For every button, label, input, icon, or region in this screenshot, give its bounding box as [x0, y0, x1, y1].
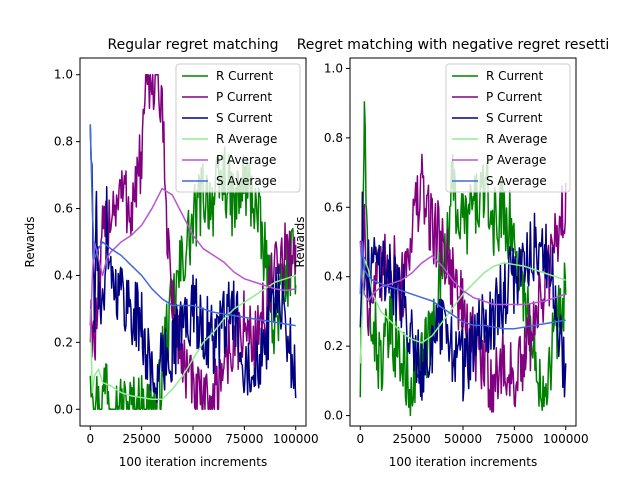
- x-tick-label: 75000: [225, 432, 263, 446]
- series-line-r-current: [89, 146, 297, 411]
- legend-entry: S Average: [486, 174, 547, 188]
- legend-entry: S Current: [486, 111, 543, 125]
- legend-entry: R Current: [216, 69, 274, 83]
- chart-panel-1: 0 25000 50000 75000 100000 0.0 0.2 0.4 0.6 0.8 1.0…: [23, 57, 319, 469]
- x-tick-label: 75000: [495, 432, 533, 446]
- legend-entry: R Current: [486, 69, 544, 83]
- y-tick-label: 0.6: [324, 200, 343, 214]
- legend-entry: P Average: [216, 153, 276, 167]
- chart-title: Regular regret matching: [107, 37, 278, 53]
- y-tick-label: 0.4: [54, 268, 73, 282]
- y-tick-label: 0.2: [54, 335, 73, 349]
- series-line-s-current: [359, 191, 567, 402]
- y-tick-label: 1.0: [324, 61, 343, 75]
- legend: R Current P Current S Current R Average P Av…: [445, 63, 571, 193]
- x-axis-label: 100 iteration increments: [119, 455, 267, 469]
- y-axis-label: Rewards: [23, 217, 37, 268]
- chart-title: Regret matching with negative regret res…: [297, 37, 610, 53]
- y-tick-label: 0.6: [54, 202, 73, 216]
- x-tick-label: 100000: [543, 432, 589, 446]
- y-tick-label: 0.0: [324, 409, 343, 423]
- legend: R Current P Current S Current R Average P Av…: [175, 63, 301, 193]
- y-tick-label: 0.0: [54, 402, 73, 416]
- y-tick-label: 0.4: [324, 270, 343, 284]
- series-line-r-average: [89, 274, 296, 400]
- legend-entry: P Current: [216, 90, 272, 104]
- x-tick-label: 0: [356, 432, 364, 446]
- y-tick-label: 0.8: [324, 131, 343, 145]
- y-tick-label: 1.0: [54, 68, 73, 82]
- series-group: [359, 101, 567, 417]
- series-line-s-average: [359, 241, 566, 330]
- legend-box: [175, 63, 301, 193]
- series-line-s-current: [89, 124, 297, 404]
- x-tick-label: 25000: [393, 432, 431, 446]
- x-tick-label: 50000: [444, 432, 482, 446]
- x-tick-label: 100000: [273, 432, 319, 446]
- legend-entry: R Average: [486, 132, 547, 146]
- legend-entry: P Average: [486, 153, 546, 167]
- legend-entry: R Average: [216, 132, 277, 146]
- series-line-p-average: [89, 187, 296, 343]
- series-line-p-average: [359, 241, 566, 306]
- y-tick-label: 0.8: [54, 135, 73, 149]
- x-tick-label: 50000: [174, 432, 212, 446]
- x-axis-label: 100 iteration increments: [389, 455, 537, 469]
- series-line-s-average: [89, 124, 296, 327]
- x-tick-label: 0: [86, 432, 94, 446]
- legend-entry: S Current: [216, 111, 273, 125]
- series-line-r-average: [359, 258, 566, 364]
- chart-panel-2: 0 25000 50000 75000 100000 0.0 0.2 0.4 0.6 0.8 1.0…: [293, 57, 589, 469]
- legend-entry: S Average: [216, 174, 277, 188]
- series-group: [89, 73, 297, 411]
- y-tick-label: 0.2: [324, 339, 343, 353]
- y-axis-label: Rewards: [293, 217, 307, 268]
- x-tick-label: 25000: [123, 432, 161, 446]
- legend-box: [445, 63, 571, 193]
- legend-entry: P Current: [486, 90, 542, 104]
